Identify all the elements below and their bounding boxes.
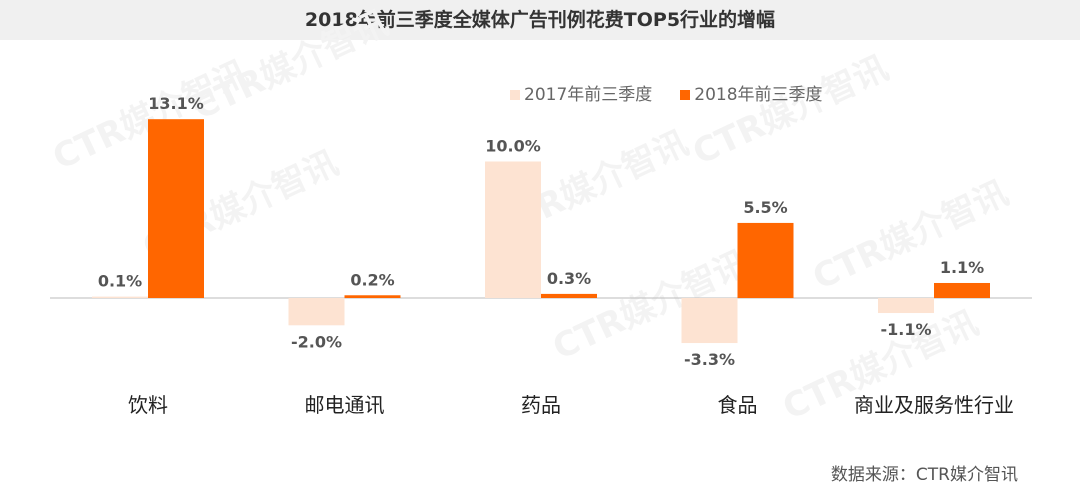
data-label: -2.0% (291, 332, 342, 351)
legend-label: 2018年前三季度 (694, 85, 823, 105)
bar-2018 (541, 293, 597, 298)
bar-2018 (148, 119, 204, 298)
category-label: 药品 (521, 393, 561, 417)
data-label: 13.1% (148, 94, 204, 113)
legend-swatch (510, 90, 520, 100)
bar-2018 (934, 282, 990, 298)
bar-2017 (878, 298, 934, 314)
legend: 2017年前三季度 2018年前三季度 (510, 80, 823, 105)
data-label: 10.0% (485, 137, 541, 156)
category-label: 邮电通讯 (305, 393, 385, 417)
data-label: -3.3% (684, 350, 735, 369)
bar-2018 (344, 295, 401, 298)
legend-label: 2017年前三季度 (524, 85, 653, 105)
data-label: 0.3% (547, 269, 591, 288)
category-label: 饮料 (128, 393, 168, 417)
data-label: 1.1% (940, 258, 984, 277)
legend-swatch (680, 90, 691, 100)
source-note: 数据来源：CTR媒介智讯 (830, 465, 1018, 485)
chart-title: 2018年前三季度全媒体广告刊例花费TOP5行业的增幅 (0, 0, 1080, 40)
legend-item-2017: 2017年前三季度 (510, 80, 652, 105)
data-label: 0.2% (350, 270, 394, 289)
legend-item-2018: 2018年前三季度 (680, 80, 823, 105)
data-label: 5.5% (743, 198, 787, 217)
watermark: CTR媒介智讯 (807, 173, 1015, 298)
data-label: 0.1% (98, 272, 142, 291)
data-label: -1.1% (880, 320, 931, 339)
bar-2017 (485, 161, 541, 298)
watermark: CTR媒介智讯 (687, 48, 895, 173)
category-label: 商业及服务性行业 (854, 393, 1014, 417)
bar-2017 (681, 298, 738, 344)
bar-2017 (288, 298, 345, 326)
bar-2018 (737, 222, 794, 298)
category-label: 食品 (718, 393, 758, 417)
bar-2017 (92, 296, 148, 298)
